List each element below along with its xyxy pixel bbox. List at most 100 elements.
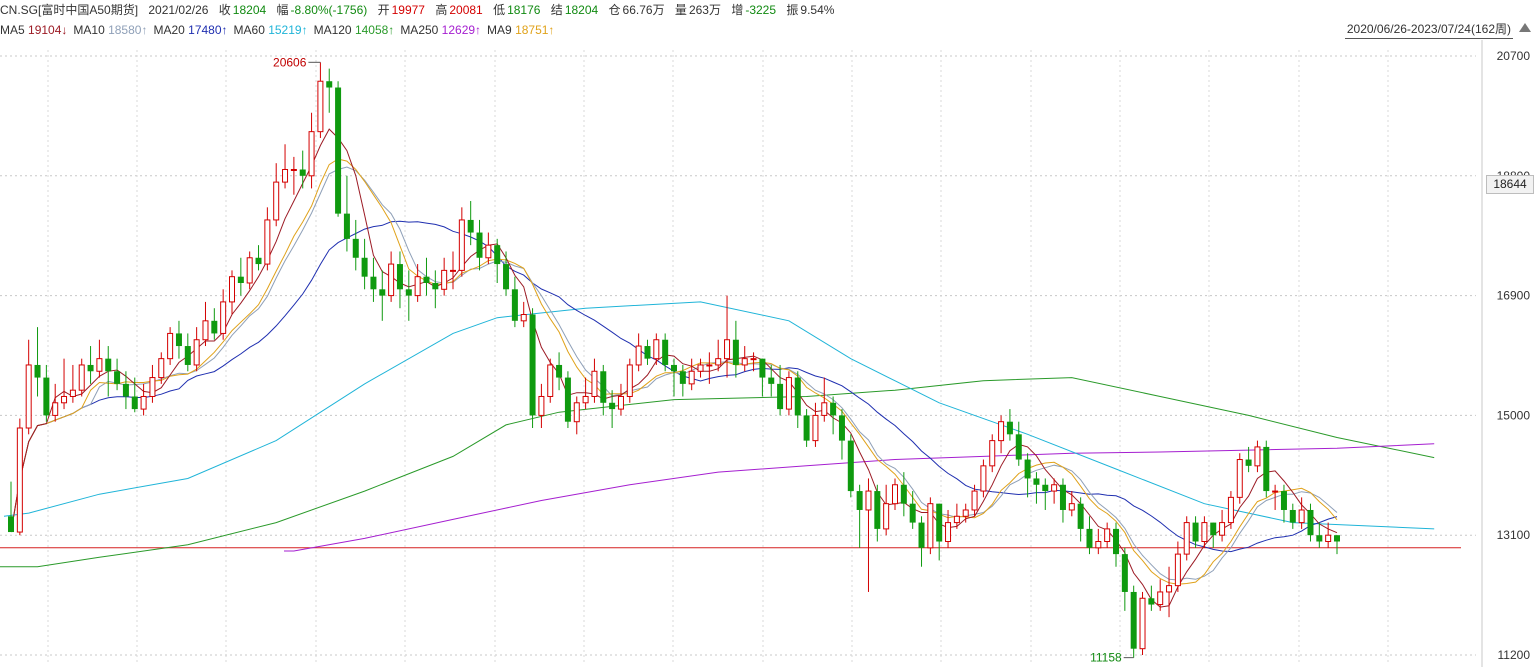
candle[interactable] [308, 112, 315, 189]
candle[interactable] [1192, 516, 1199, 548]
candle[interactable] [538, 383, 545, 429]
candle[interactable] [396, 251, 403, 309]
candle[interactable] [626, 358, 633, 403]
candle[interactable] [343, 175, 350, 252]
candle[interactable] [467, 201, 474, 246]
candle[interactable] [423, 257, 430, 296]
candle[interactable] [980, 459, 987, 498]
candle[interactable] [794, 371, 801, 429]
candle[interactable] [945, 509, 952, 548]
candle[interactable] [582, 377, 589, 410]
candle[interactable] [476, 219, 483, 271]
candle[interactable] [883, 484, 890, 536]
candle[interactable] [1236, 453, 1243, 504]
candle[interactable] [821, 377, 828, 422]
candle[interactable] [1166, 566, 1173, 618]
candle[interactable] [105, 346, 112, 397]
candle[interactable] [706, 352, 713, 384]
candle[interactable] [609, 390, 616, 429]
candle[interactable] [1289, 503, 1296, 529]
candle[interactable] [494, 238, 501, 283]
candle[interactable] [1024, 453, 1031, 498]
candle[interactable] [750, 352, 757, 372]
candle[interactable] [211, 308, 218, 340]
candle[interactable] [273, 163, 280, 227]
candle[interactable] [564, 371, 571, 429]
candle[interactable] [140, 383, 147, 416]
candle[interactable] [255, 245, 262, 271]
candle[interactable] [78, 358, 85, 397]
candle[interactable] [679, 364, 686, 397]
candle[interactable] [87, 346, 94, 384]
candle[interactable] [600, 364, 607, 416]
candle[interactable] [299, 150, 306, 189]
candle[interactable] [432, 270, 439, 309]
candle[interactable] [1201, 516, 1208, 548]
candle[interactable] [1095, 528, 1102, 555]
candle[interactable] [865, 478, 872, 592]
candle[interactable] [644, 339, 651, 365]
candle[interactable] [52, 383, 59, 422]
candle[interactable] [759, 358, 766, 397]
candle[interactable] [34, 327, 41, 397]
candle[interactable] [61, 358, 68, 410]
candle[interactable] [1042, 478, 1049, 510]
candle[interactable] [909, 491, 916, 529]
candle[interactable] [229, 270, 235, 315]
candle[interactable] [1325, 522, 1332, 548]
candle[interactable] [953, 503, 960, 529]
candle[interactable] [122, 371, 129, 410]
candle[interactable] [724, 295, 731, 378]
candle[interactable] [69, 364, 76, 403]
candle[interactable] [1006, 409, 1013, 441]
candle[interactable] [989, 434, 996, 473]
candle[interactable] [388, 251, 395, 302]
candle[interactable] [335, 81, 342, 217]
candle[interactable] [662, 333, 669, 372]
candle[interactable] [1263, 440, 1270, 498]
candle[interactable] [768, 364, 775, 397]
candle[interactable] [653, 333, 660, 365]
candle[interactable] [1113, 522, 1119, 567]
candle[interactable] [370, 257, 377, 302]
candle[interactable] [900, 472, 907, 517]
candle[interactable] [485, 232, 492, 265]
candle[interactable] [184, 333, 191, 372]
candle[interactable] [1245, 446, 1252, 473]
scroll-up-arrow-icon[interactable] [1519, 23, 1531, 32]
candle[interactable] [1051, 478, 1058, 504]
candle[interactable] [1334, 535, 1340, 555]
candle[interactable] [936, 503, 943, 561]
date-range-label[interactable]: 2020/06/26-2023/07/24(162周) [1344, 21, 1513, 39]
candle[interactable] [1121, 547, 1128, 611]
candle[interactable] [688, 358, 695, 391]
candle[interactable] [520, 301, 527, 328]
candle[interactable] [450, 251, 456, 290]
candle[interactable] [149, 364, 156, 403]
candle[interactable] [529, 308, 536, 429]
candle[interactable] [1280, 484, 1287, 523]
candle[interactable] [971, 484, 978, 517]
candle[interactable] [379, 270, 386, 321]
candle[interactable] [573, 396, 580, 435]
candle[interactable] [1130, 585, 1137, 658]
candle[interactable] [1254, 440, 1261, 473]
candle[interactable] [1068, 491, 1075, 517]
candle[interactable] [715, 339, 722, 372]
candle[interactable] [441, 257, 448, 296]
candle[interactable] [193, 327, 200, 372]
candle[interactable] [1316, 522, 1323, 548]
candle[interactable] [282, 144, 289, 189]
candle[interactable] [830, 396, 837, 435]
candle[interactable] [556, 352, 563, 391]
candle[interactable] [158, 352, 165, 384]
candle[interactable] [1298, 497, 1305, 529]
candle[interactable] [264, 207, 271, 271]
candle[interactable] [43, 364, 50, 422]
candle[interactable] [8, 481, 14, 533]
candle[interactable] [1104, 522, 1111, 548]
candle[interactable] [635, 333, 642, 372]
candle[interactable] [838, 409, 845, 460]
candle[interactable] [777, 364, 784, 416]
candle[interactable] [1219, 509, 1226, 542]
